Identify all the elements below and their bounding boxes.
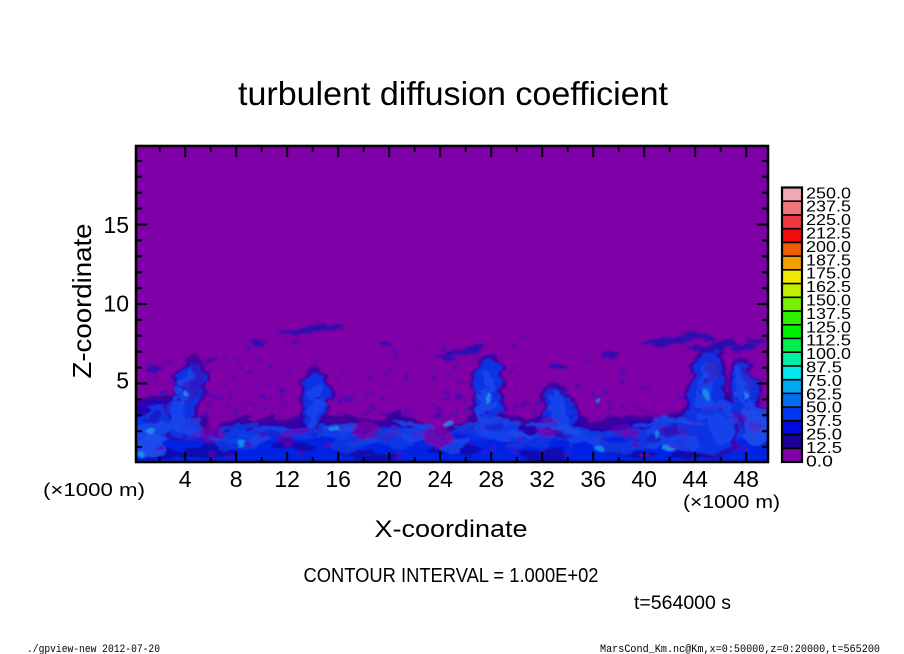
svg-text:8: 8	[230, 466, 243, 492]
svg-text:20: 20	[376, 466, 402, 492]
svg-text:./gpview-new 2012-07-20: ./gpview-new 2012-07-20	[27, 644, 160, 654]
svg-text:40: 40	[631, 466, 657, 492]
svg-text:X-coordinate: X-coordinate	[375, 516, 528, 543]
svg-text:4: 4	[179, 466, 192, 492]
svg-text:100.0: 100.0	[806, 346, 851, 363]
svg-text:250.0: 250.0	[806, 185, 851, 202]
svg-text:48: 48	[733, 466, 759, 492]
svg-text:37.5: 37.5	[806, 413, 842, 430]
svg-text:turbulent diffusion coeffici: turbulent diffusion coefficient	[238, 75, 668, 112]
svg-text:237.5: 237.5	[806, 199, 851, 216]
svg-text:112.5: 112.5	[806, 333, 851, 350]
svg-text:Z-coordinate: Z-coordinate	[67, 224, 97, 379]
svg-text:75.0: 75.0	[806, 373, 842, 390]
svg-text:44: 44	[682, 466, 708, 492]
svg-text:162.5: 162.5	[806, 279, 851, 296]
svg-text:12.5: 12.5	[806, 440, 842, 457]
svg-text:225.0: 225.0	[806, 212, 851, 229]
svg-text:t=564000 s: t=564000 s	[634, 593, 731, 614]
svg-text:125.0: 125.0	[806, 319, 851, 336]
svg-text:28: 28	[478, 466, 504, 492]
svg-text:212.5: 212.5	[806, 226, 851, 243]
svg-text:24: 24	[427, 466, 453, 492]
svg-text:12: 12	[274, 466, 300, 492]
svg-text:(×1000 m): (×1000 m)	[43, 480, 145, 500]
svg-text:187.5: 187.5	[806, 252, 851, 269]
svg-text:CONTOUR INTERVAL = 1.000E+02: CONTOUR INTERVAL = 1.000E+02	[304, 565, 599, 587]
svg-text:150.0: 150.0	[806, 293, 851, 310]
svg-text:15: 15	[103, 212, 129, 238]
svg-text:10: 10	[103, 291, 129, 317]
svg-text:5: 5	[116, 368, 129, 394]
svg-text:32: 32	[529, 466, 555, 492]
svg-text:200.0: 200.0	[806, 239, 851, 256]
svg-text:(×1000 m): (×1000 m)	[683, 492, 780, 512]
svg-text:137.5: 137.5	[806, 306, 851, 323]
svg-text:175.0: 175.0	[806, 266, 851, 283]
svg-text:62.5: 62.5	[806, 386, 842, 403]
svg-text:MarsCond_Km.nc@Km,x=0:50000,z=: MarsCond_Km.nc@Km,x=0:50000,z=0:20000,t=…	[600, 644, 880, 654]
svg-text:50.0: 50.0	[806, 400, 842, 417]
svg-text:36: 36	[580, 466, 606, 492]
svg-text:87.5: 87.5	[806, 360, 842, 377]
svg-text:25.0: 25.0	[806, 427, 842, 444]
svg-text:0.0: 0.0	[806, 453, 833, 470]
svg-text:16: 16	[325, 466, 351, 492]
